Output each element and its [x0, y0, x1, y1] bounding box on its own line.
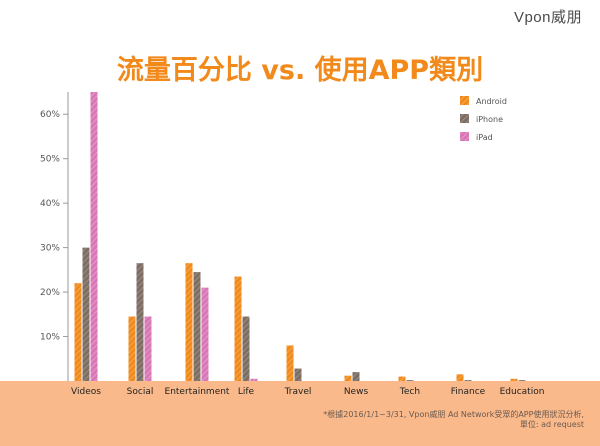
- x-tick-label: Entertainment: [165, 387, 230, 397]
- bar-android-finance: [456, 374, 464, 381]
- bar-android-education: [510, 378, 518, 381]
- x-tick-label: Life: [238, 387, 255, 397]
- y-tick-label: 10%: [40, 333, 60, 343]
- source-note: *根據2016/1/1~3/31, Vpon威朋 Ad Network受眾的AP…: [323, 410, 584, 430]
- bar-iphone-travel: [294, 368, 302, 381]
- legend-label-iphone: iPhone: [476, 115, 503, 124]
- bar-android-social: [128, 316, 136, 381]
- legend-swatch-ipad: [460, 132, 469, 141]
- y-tick-label: 60%: [40, 110, 60, 120]
- legend-swatch-iphone: [460, 114, 469, 123]
- bar-ipad-life: [250, 378, 258, 381]
- x-tick-label: Travel: [284, 387, 312, 397]
- chart-title: 流量百分比 vs. 使用APP類別: [116, 55, 484, 86]
- x-tick-label: News: [344, 387, 369, 397]
- bar-iphone-news: [352, 372, 360, 381]
- brand-logo: Vpon威朋: [513, 9, 582, 26]
- source-note-line1: *根據2016/1/1~3/31, Vpon威朋 Ad Network受眾的AP…: [323, 410, 584, 419]
- y-tick-label: 30%: [40, 244, 60, 254]
- legend-label-ipad: iPad: [476, 133, 493, 142]
- bar-android-tech: [398, 376, 406, 381]
- y-tick-label: 50%: [40, 155, 60, 165]
- bar-iphone-tech: [406, 380, 414, 381]
- source-note-line2: 單位: ad request: [519, 420, 584, 429]
- bar-iphone-education: [518, 380, 526, 381]
- bar-ipad-social: [144, 316, 152, 381]
- x-tick-label: Videos: [71, 387, 101, 397]
- bar-android-news: [344, 375, 352, 381]
- x-tick-label: Finance: [451, 387, 486, 397]
- bar-iphone-entertainment: [193, 272, 201, 381]
- bar-android-life: [234, 276, 242, 381]
- y-tick-label: 40%: [40, 199, 60, 209]
- y-tick-label: 20%: [40, 288, 60, 298]
- bar-iphone-finance: [464, 380, 472, 381]
- bar-iphone-life: [242, 316, 250, 381]
- bar-android-travel: [286, 345, 294, 381]
- legend-label-android: Android: [476, 97, 507, 106]
- bar-android-videos: [74, 283, 82, 381]
- x-tick-label: Tech: [399, 387, 420, 397]
- bar-ipad-videos: [90, 92, 98, 381]
- bar-iphone-videos: [82, 247, 90, 381]
- bar-ipad-entertainment: [201, 287, 209, 381]
- x-tick-label: Social: [127, 387, 154, 397]
- footer-band: [0, 381, 600, 446]
- legend-swatch-android: [460, 96, 469, 105]
- bar-android-entertainment: [185, 263, 193, 381]
- bar-iphone-social: [136, 263, 144, 381]
- x-tick-label: Education: [500, 387, 545, 397]
